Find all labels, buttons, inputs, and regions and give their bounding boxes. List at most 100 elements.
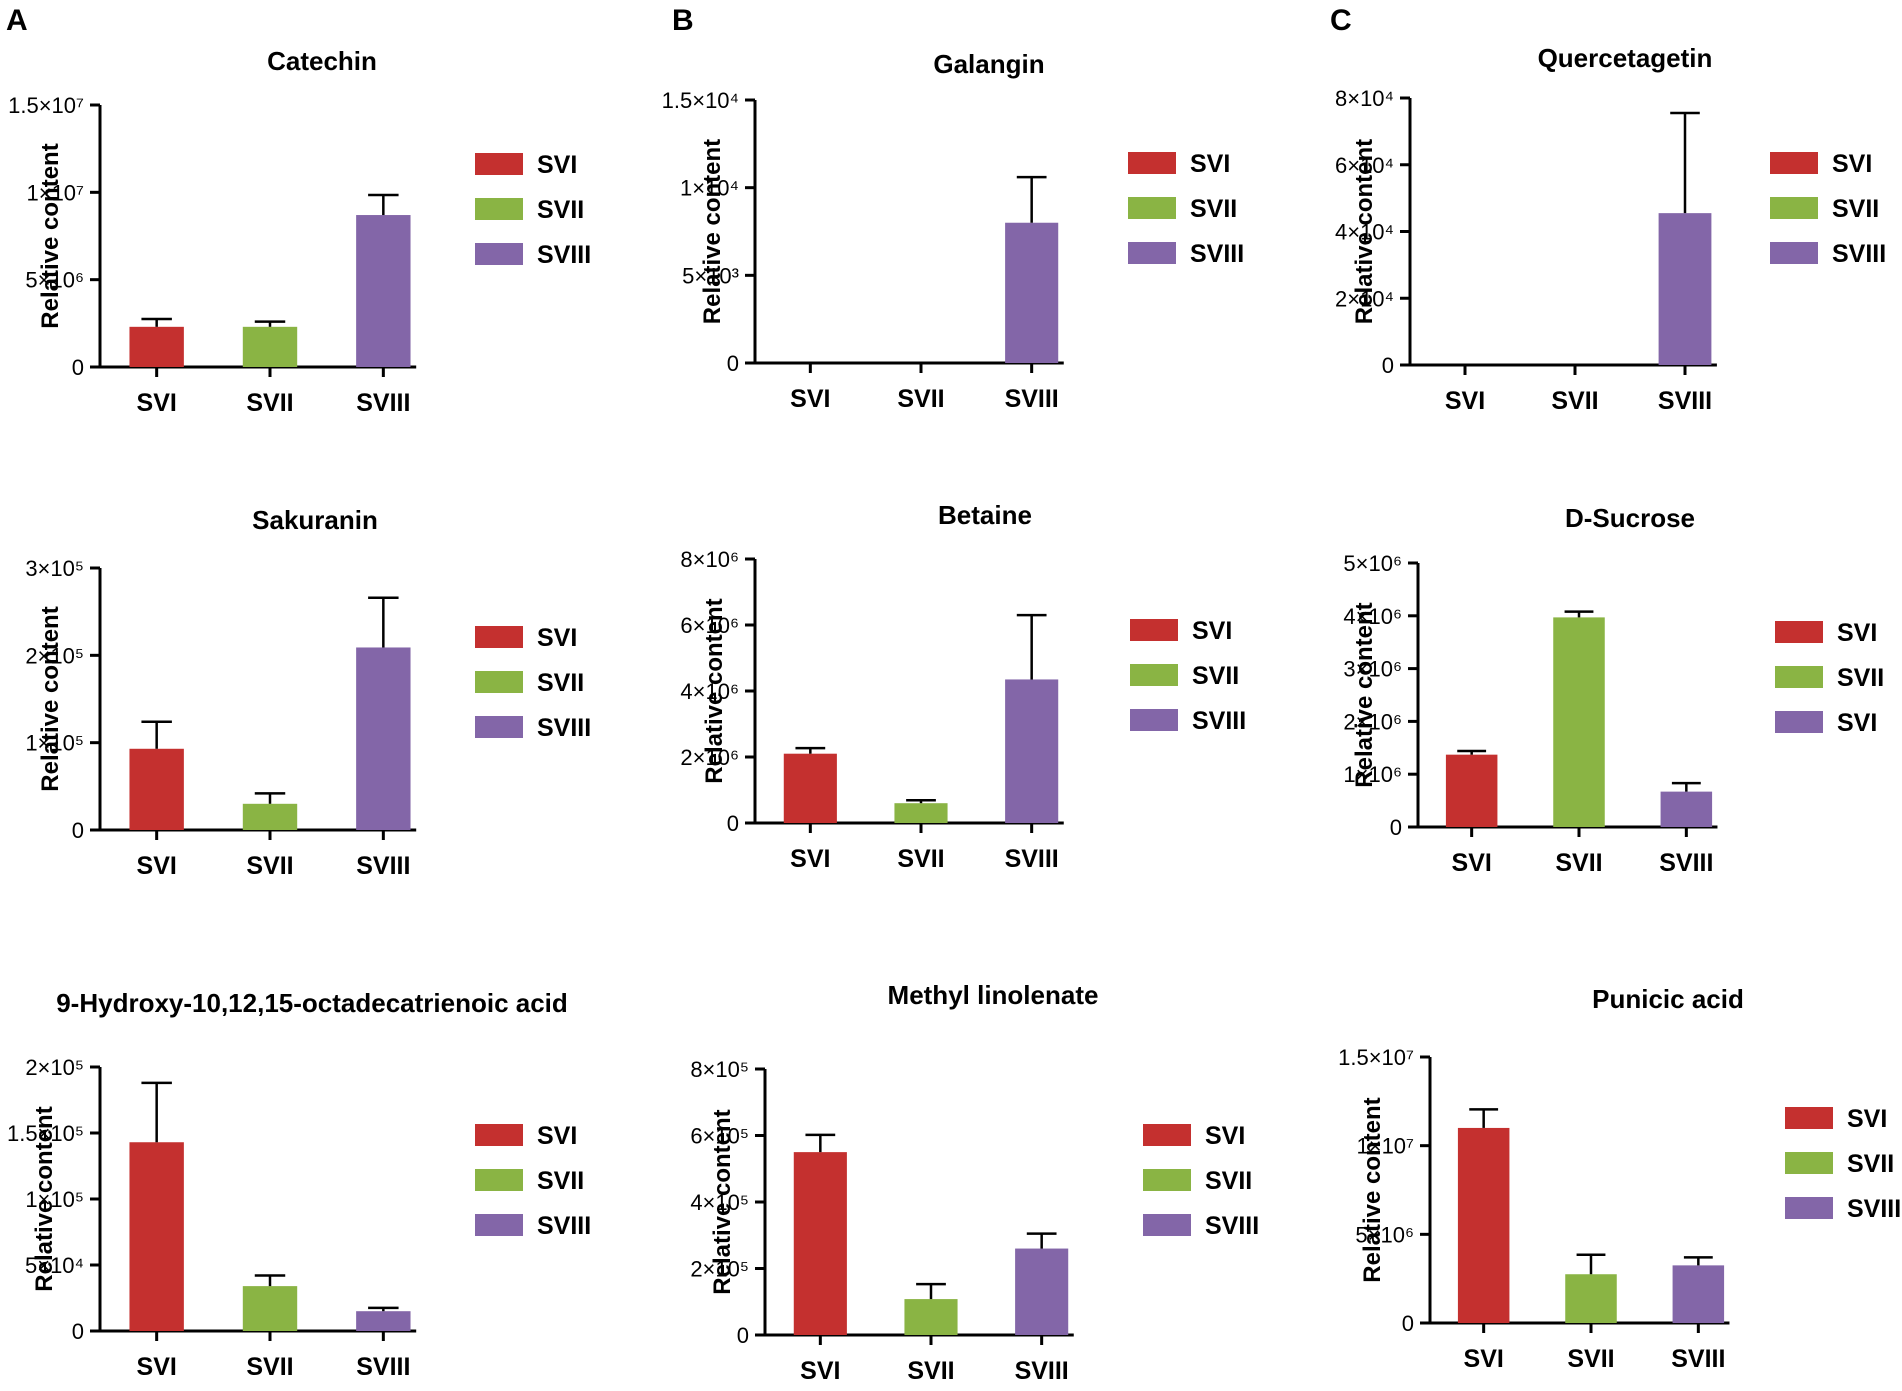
x-tick-label-svii: SVII [1555, 849, 1602, 877]
y-axis-label: Relative content [37, 606, 64, 791]
y-tick-label: 4×10⁶ [680, 679, 739, 704]
chart-title: 9-Hydroxy-10,12,15-octadecatrienoic acid [56, 988, 568, 1018]
y-tick-label: 8×10⁵ [690, 1057, 749, 1082]
chart-title: Methyl linolenate [888, 980, 1099, 1010]
legend-label-sviii: SVIII [1190, 240, 1244, 268]
y-tick-label: 4×10⁴ [1335, 220, 1394, 245]
legend-label-svi: SVI [537, 1122, 577, 1150]
legend-label-sviii: SVIII [1832, 240, 1886, 268]
x-tick-label-svi: SVI [137, 389, 177, 417]
y-tick-label: 0 [1382, 353, 1394, 378]
legend-label-svi: SVI [1832, 150, 1872, 178]
legend-swatch-svi [475, 1124, 523, 1146]
chart-title: Galangin [933, 49, 1044, 79]
legend-label-svii: SVII [1832, 195, 1879, 223]
chart-panel-6: D-Sucrose Relative content 0 1×10⁶ 2×10⁶ 3×10… [1343, 503, 1884, 877]
y-tick-label: 2×10⁶ [680, 745, 739, 770]
y-tick-label: 2×10⁴ [1335, 286, 1394, 311]
bar-sviii [356, 1311, 411, 1331]
y-axis-label: Relative content [709, 1109, 736, 1294]
legend-label-svii: SVII [1205, 1167, 1252, 1195]
y-axis-label: Relative content [1351, 602, 1378, 787]
legend-swatch-svi [475, 153, 523, 175]
legend-swatch-svii [1785, 1152, 1833, 1174]
y-tick-label: 0 [72, 355, 84, 380]
legend-label-sviii: SVIII [537, 1212, 591, 1240]
legend-label-svi: SVI [1205, 1122, 1245, 1150]
legend-swatch-svi [1143, 1124, 1191, 1146]
legend-swatch-svi [475, 626, 523, 648]
legend-label-svi: SVI [1192, 617, 1232, 645]
x-tick-label-svi: SVI [137, 1353, 177, 1381]
x-tick-label-sviii: SVIII [1005, 845, 1059, 873]
legend-label-sviii: SVIII [1847, 1195, 1901, 1223]
legend-swatch-sviii [1130, 709, 1178, 731]
chart-panel-2: Galangin Relative content 0 5×10³ 1×10⁴ 1.5×1… [662, 49, 1245, 413]
legend-label-sviii: SVIII [537, 241, 591, 269]
bar-svi [783, 753, 837, 823]
y-tick-label: 8×10⁶ [680, 547, 739, 572]
legend-swatch-svii [475, 198, 523, 220]
bar-svii [242, 1286, 298, 1331]
legend-swatch-svi [1785, 1107, 1833, 1129]
x-tick-label-sviii: SVIII [1659, 849, 1713, 877]
legend-label-svii: SVII [1192, 662, 1239, 690]
y-axis-label: Relative content [37, 143, 64, 328]
legend-label-svii: SVII [537, 669, 584, 697]
x-tick-label-sviii: SVIII [1005, 385, 1059, 413]
legend-label-sviii: SVIII [537, 714, 591, 742]
y-tick-label: 1×10⁵ [25, 1187, 84, 1212]
bar-sviii [356, 647, 411, 830]
y-axis-label: Relative content [1359, 1097, 1386, 1282]
chart-title: Catechin [267, 46, 377, 76]
legend-label-sviii: SVIII [1192, 707, 1246, 735]
bar-svi [129, 1142, 184, 1331]
y-tick-label: 2×10⁶ [1343, 709, 1402, 734]
y-tick-label: 0 [1390, 815, 1402, 840]
y-axis-label: Relative content [1351, 139, 1378, 324]
legend-label-svii: SVII [537, 1167, 584, 1195]
y-tick-label: 1×10⁴ [680, 176, 739, 201]
x-tick-label-svii: SVII [246, 1353, 293, 1381]
chart-title: D-Sucrose [1565, 503, 1695, 533]
legend-swatch-sviii [1128, 242, 1176, 264]
bar-sviii [1005, 679, 1059, 823]
y-tick-label: 0 [72, 1319, 84, 1344]
y-tick-label: 5×10⁶ [1355, 1222, 1414, 1247]
y-tick-label: 5×10⁶ [25, 268, 84, 293]
legend-swatch-svii [475, 671, 523, 693]
chart-panel-9: Punicic acid Relative content 0 5×10⁶ 1×10⁷ 1… [1338, 984, 1901, 1373]
legend-label-svi: SVI [1837, 619, 1877, 647]
x-tick-label-sviii: SVIII [356, 852, 410, 880]
y-tick-label: 0 [737, 1323, 749, 1348]
x-tick-label-svii: SVII [246, 389, 293, 417]
bar-svi [1457, 1127, 1510, 1323]
bar-svii [1553, 617, 1605, 827]
x-tick-label-svi: SVI [800, 1357, 840, 1385]
chart-panel-1: Catechin Relative content 0 5×10⁶ 1×10⁷ 1.5×1… [8, 46, 591, 417]
bar-svi [129, 326, 184, 367]
legend-swatch-svi [1775, 621, 1823, 643]
x-tick-label-sviii: SVIII [1658, 387, 1712, 415]
bar-svii [242, 326, 298, 367]
y-tick-label: 6×10⁴ [1335, 153, 1394, 178]
legend-label-svii: SVII [1837, 664, 1884, 692]
y-tick-label: 2×10⁵ [690, 1257, 749, 1282]
legend-swatch-sviii [475, 1214, 523, 1236]
y-axis-label: Relative content [699, 139, 726, 324]
legend-swatch-sviii [1770, 242, 1818, 264]
y-tick-label: 6×10⁶ [680, 613, 739, 638]
x-tick-label-sviii: SVIII [356, 1353, 410, 1381]
legend-swatch-svi [1130, 619, 1178, 641]
x-tick-label-svi: SVI [790, 845, 830, 873]
x-tick-label-svi: SVI [137, 852, 177, 880]
legend-swatch-svii [1128, 197, 1176, 219]
y-tick-label: 0 [1402, 1311, 1414, 1336]
x-tick-label-svi: SVI [1445, 387, 1485, 415]
legend-swatch-sviii [1785, 1197, 1833, 1219]
chart-title: Betaine [938, 500, 1032, 530]
y-tick-label: 2×10⁵ [25, 643, 84, 668]
x-tick-label-svi: SVI [1452, 849, 1492, 877]
bar-svi [793, 1152, 847, 1335]
